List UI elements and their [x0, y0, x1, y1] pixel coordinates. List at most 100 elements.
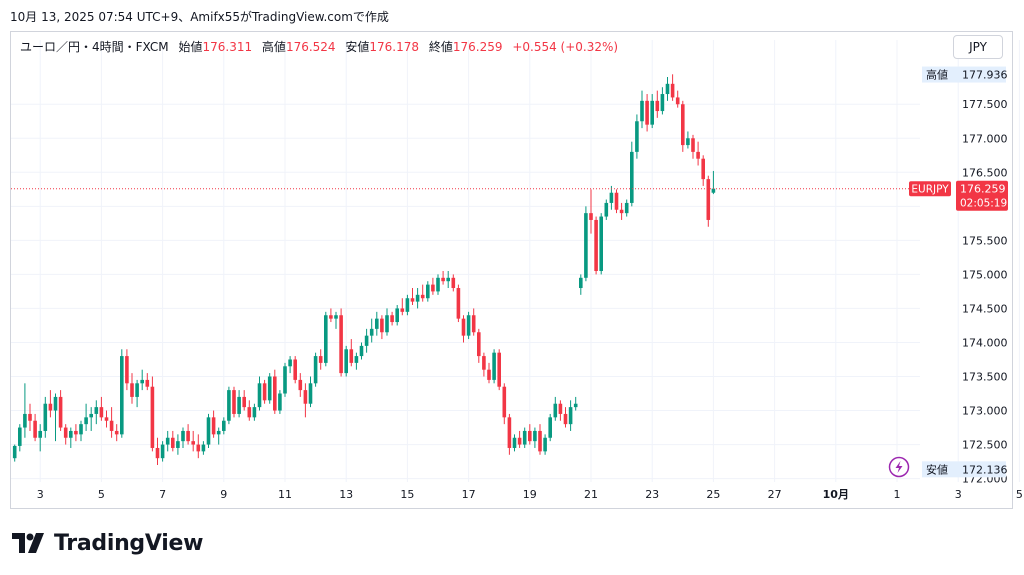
candle-body — [522, 430, 527, 445]
candle — [84, 403, 88, 431]
candle-body — [58, 396, 63, 428]
candle — [211, 410, 216, 438]
candle-body — [273, 376, 277, 411]
low-marker-bg — [922, 461, 1006, 478]
symbol-description[interactable]: ユーロ／円・4時間・FXCM — [20, 40, 169, 54]
candle — [461, 315, 466, 343]
candle-body — [696, 151, 700, 159]
candle-body — [293, 359, 297, 380]
candle — [181, 427, 185, 448]
candle-body — [686, 138, 690, 146]
candle — [283, 362, 287, 397]
y-tick-label: 174.500 — [962, 302, 1008, 315]
candle — [334, 311, 338, 329]
candle — [477, 328, 481, 363]
candle-body — [614, 192, 619, 210]
candle — [349, 339, 354, 367]
candle — [563, 407, 568, 428]
close-value: 176.259 — [452, 40, 503, 54]
candle — [431, 277, 435, 295]
countdown-timer: 02:05:19 — [960, 198, 1007, 210]
candle-body — [38, 430, 42, 438]
candle-body — [579, 277, 583, 289]
candle-body — [701, 158, 705, 180]
candle — [354, 352, 359, 370]
candle — [528, 424, 532, 445]
candle — [155, 437, 160, 465]
candle — [420, 284, 425, 302]
candle-body — [497, 352, 501, 387]
candle-body — [369, 328, 374, 336]
currency-button[interactable]: JPY — [953, 35, 1003, 59]
time-axis[interactable]: 357911131517192123252710月1357911 — [37, 488, 1024, 501]
candle-body — [329, 315, 333, 319]
candle-body — [451, 277, 456, 289]
candle — [594, 216, 598, 275]
candle-body — [135, 383, 139, 397]
candle-body — [492, 352, 496, 380]
y-tick-label: 173.000 — [962, 405, 1008, 418]
candle — [415, 288, 420, 309]
candle-body — [589, 213, 593, 220]
y-tick-label: 173.500 — [962, 371, 1008, 384]
candle — [28, 403, 32, 431]
candle-body — [324, 315, 328, 363]
candle-body — [487, 369, 491, 380]
candle-body — [186, 430, 190, 442]
candle — [33, 413, 37, 442]
candle-body — [528, 430, 532, 442]
close-label: 終値 — [428, 40, 453, 54]
candle-body — [604, 202, 609, 217]
candle-body — [477, 332, 481, 357]
candle-body — [53, 396, 58, 411]
candle — [364, 328, 369, 353]
candle-body — [640, 100, 644, 122]
change-value: +0.554 (+0.32%) — [512, 40, 619, 54]
candle-body — [63, 427, 68, 438]
candle — [471, 308, 476, 336]
chart-frame — [10, 31, 1013, 509]
candle-body — [18, 427, 22, 446]
high-marker-bg — [922, 66, 1006, 83]
candle-body — [43, 403, 48, 431]
candle-body — [160, 444, 165, 459]
candle — [466, 311, 471, 340]
candle-body — [247, 407, 252, 418]
candle — [288, 356, 292, 374]
price-axis[interactable]: 172.000172.500173.000173.500174.000174.5… — [962, 98, 1008, 485]
candle — [441, 271, 445, 285]
symbol-legend: ユーロ／円・4時間・FXCM 始値176.311 高値176.524 安値176… — [20, 38, 618, 55]
candle — [706, 175, 711, 227]
candle — [267, 373, 272, 404]
candle-body — [181, 430, 185, 442]
x-tick-label: 3 — [37, 488, 44, 501]
candle-body — [446, 277, 450, 282]
candle — [640, 90, 644, 129]
x-tick-label: 25 — [706, 488, 720, 501]
candle-body — [655, 100, 660, 112]
y-tick-label: 175.500 — [962, 234, 1008, 247]
candle-body — [104, 417, 109, 421]
lightning-icon[interactable] — [888, 456, 910, 478]
candle-body — [262, 383, 267, 401]
candle-body — [196, 444, 201, 452]
x-tick-label: 11 — [278, 488, 292, 501]
candle-body — [441, 277, 445, 282]
candle — [405, 294, 410, 316]
candle — [482, 352, 486, 377]
candle-body — [405, 298, 410, 312]
candle-body — [665, 83, 670, 95]
candle — [579, 274, 583, 295]
candle-body — [471, 315, 476, 333]
tradingview-logo[interactable]: TradingView — [12, 530, 203, 556]
candle-body — [599, 216, 603, 271]
candle — [492, 349, 496, 384]
candle — [538, 424, 542, 455]
candle-body — [242, 396, 246, 408]
candle — [186, 424, 190, 445]
candle — [201, 441, 206, 455]
x-tick-label: 21 — [584, 488, 598, 501]
candle-body — [288, 359, 292, 367]
candle — [701, 155, 705, 186]
